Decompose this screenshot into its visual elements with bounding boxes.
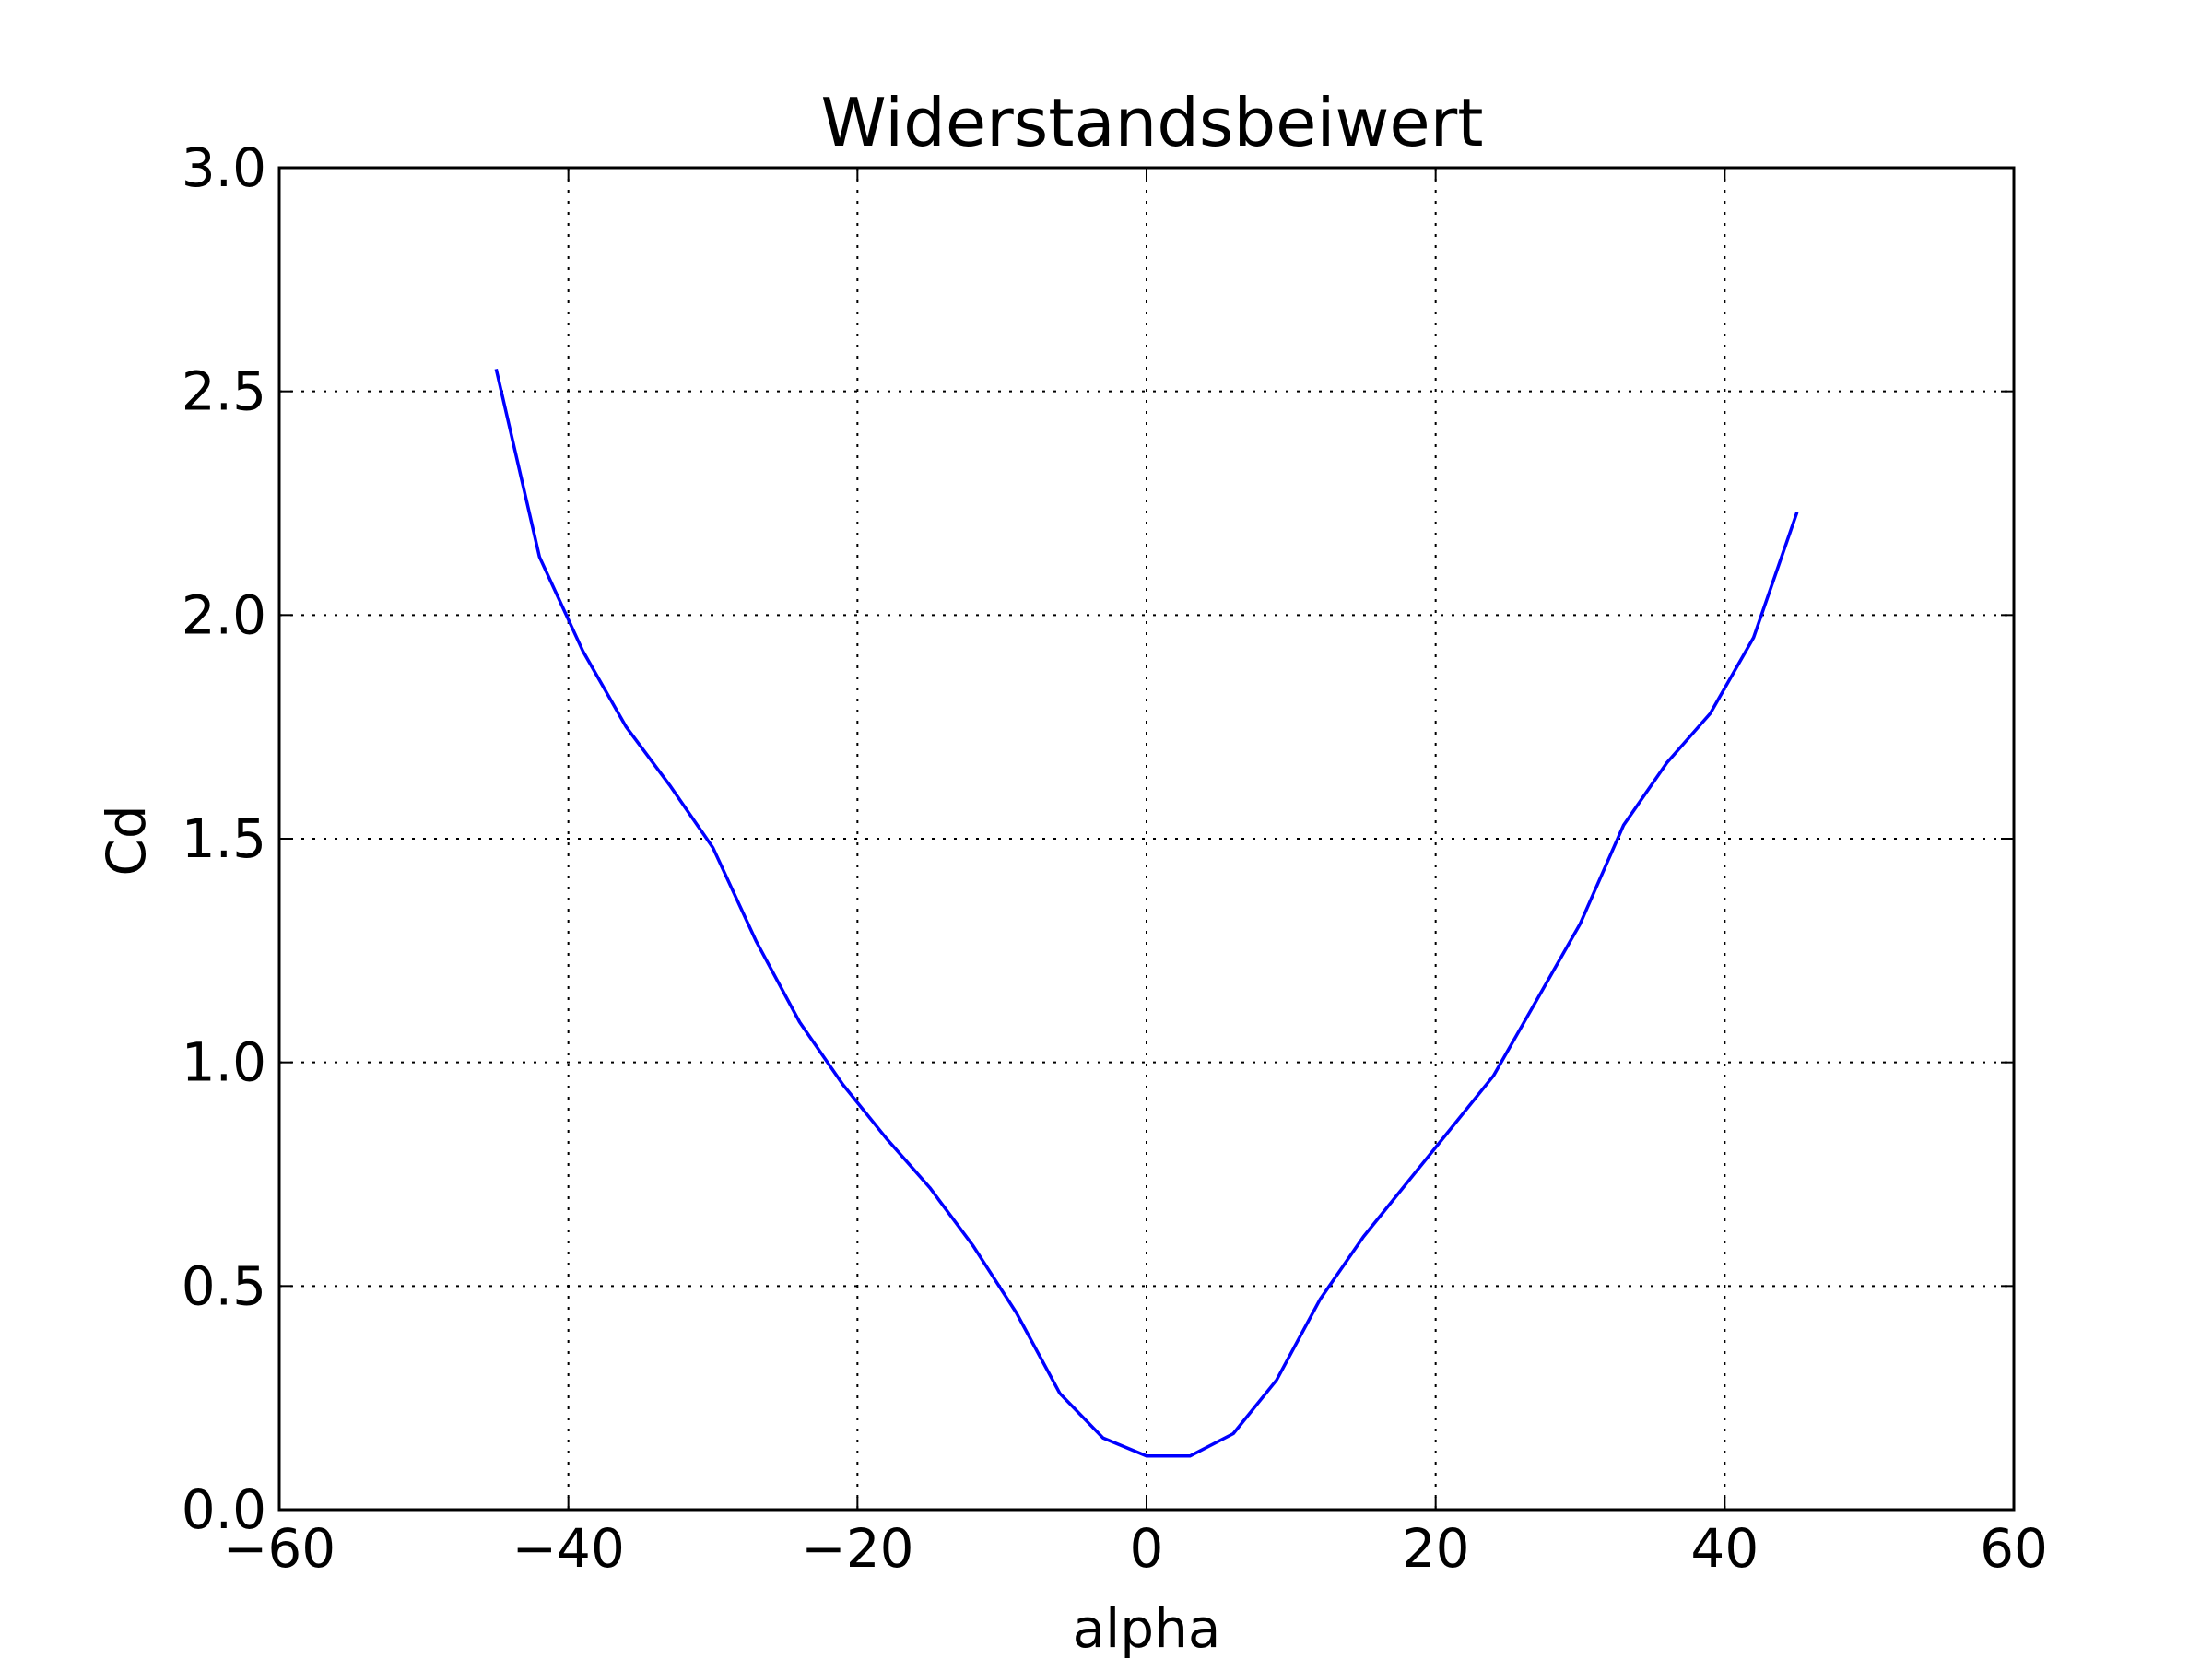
y-tick-label: 1.5 (182, 807, 266, 870)
series-line (494, 369, 1799, 1458)
y-tick-label: 2.5 (182, 360, 266, 423)
x-tick-label: 0 (1130, 1517, 1164, 1580)
y-tick-label: 1.0 (182, 1031, 266, 1094)
x-tick-labels: −60 −40 −20 0 20 40 60 (223, 1517, 2048, 1580)
x-tick-label: 20 (1402, 1517, 1470, 1580)
plot-frame (277, 166, 2016, 1512)
grid (279, 168, 2014, 1510)
x-tick-label: −40 (512, 1517, 624, 1580)
x-tick-label: 40 (1690, 1517, 1759, 1580)
y-axis-label: Cd (95, 805, 158, 876)
chart-title: Widerstandsbeiwert (821, 84, 1484, 161)
x-tick-label: 60 (1980, 1517, 2048, 1580)
x-tick-label: −60 (223, 1517, 335, 1580)
series-layer (494, 369, 1799, 1458)
y-tick-labels: 0.0 0.5 1.0 1.5 2.0 2.5 3.0 (182, 136, 266, 1541)
y-tick-label: 0.0 (182, 1478, 266, 1541)
y-tick-label: 0.5 (182, 1254, 266, 1317)
y-tick-label: 2.0 (182, 583, 266, 646)
x-tick-label: −20 (801, 1517, 913, 1580)
y-tick-label: 3.0 (182, 136, 266, 199)
x-axis-label: alpha (1073, 1597, 1221, 1659)
